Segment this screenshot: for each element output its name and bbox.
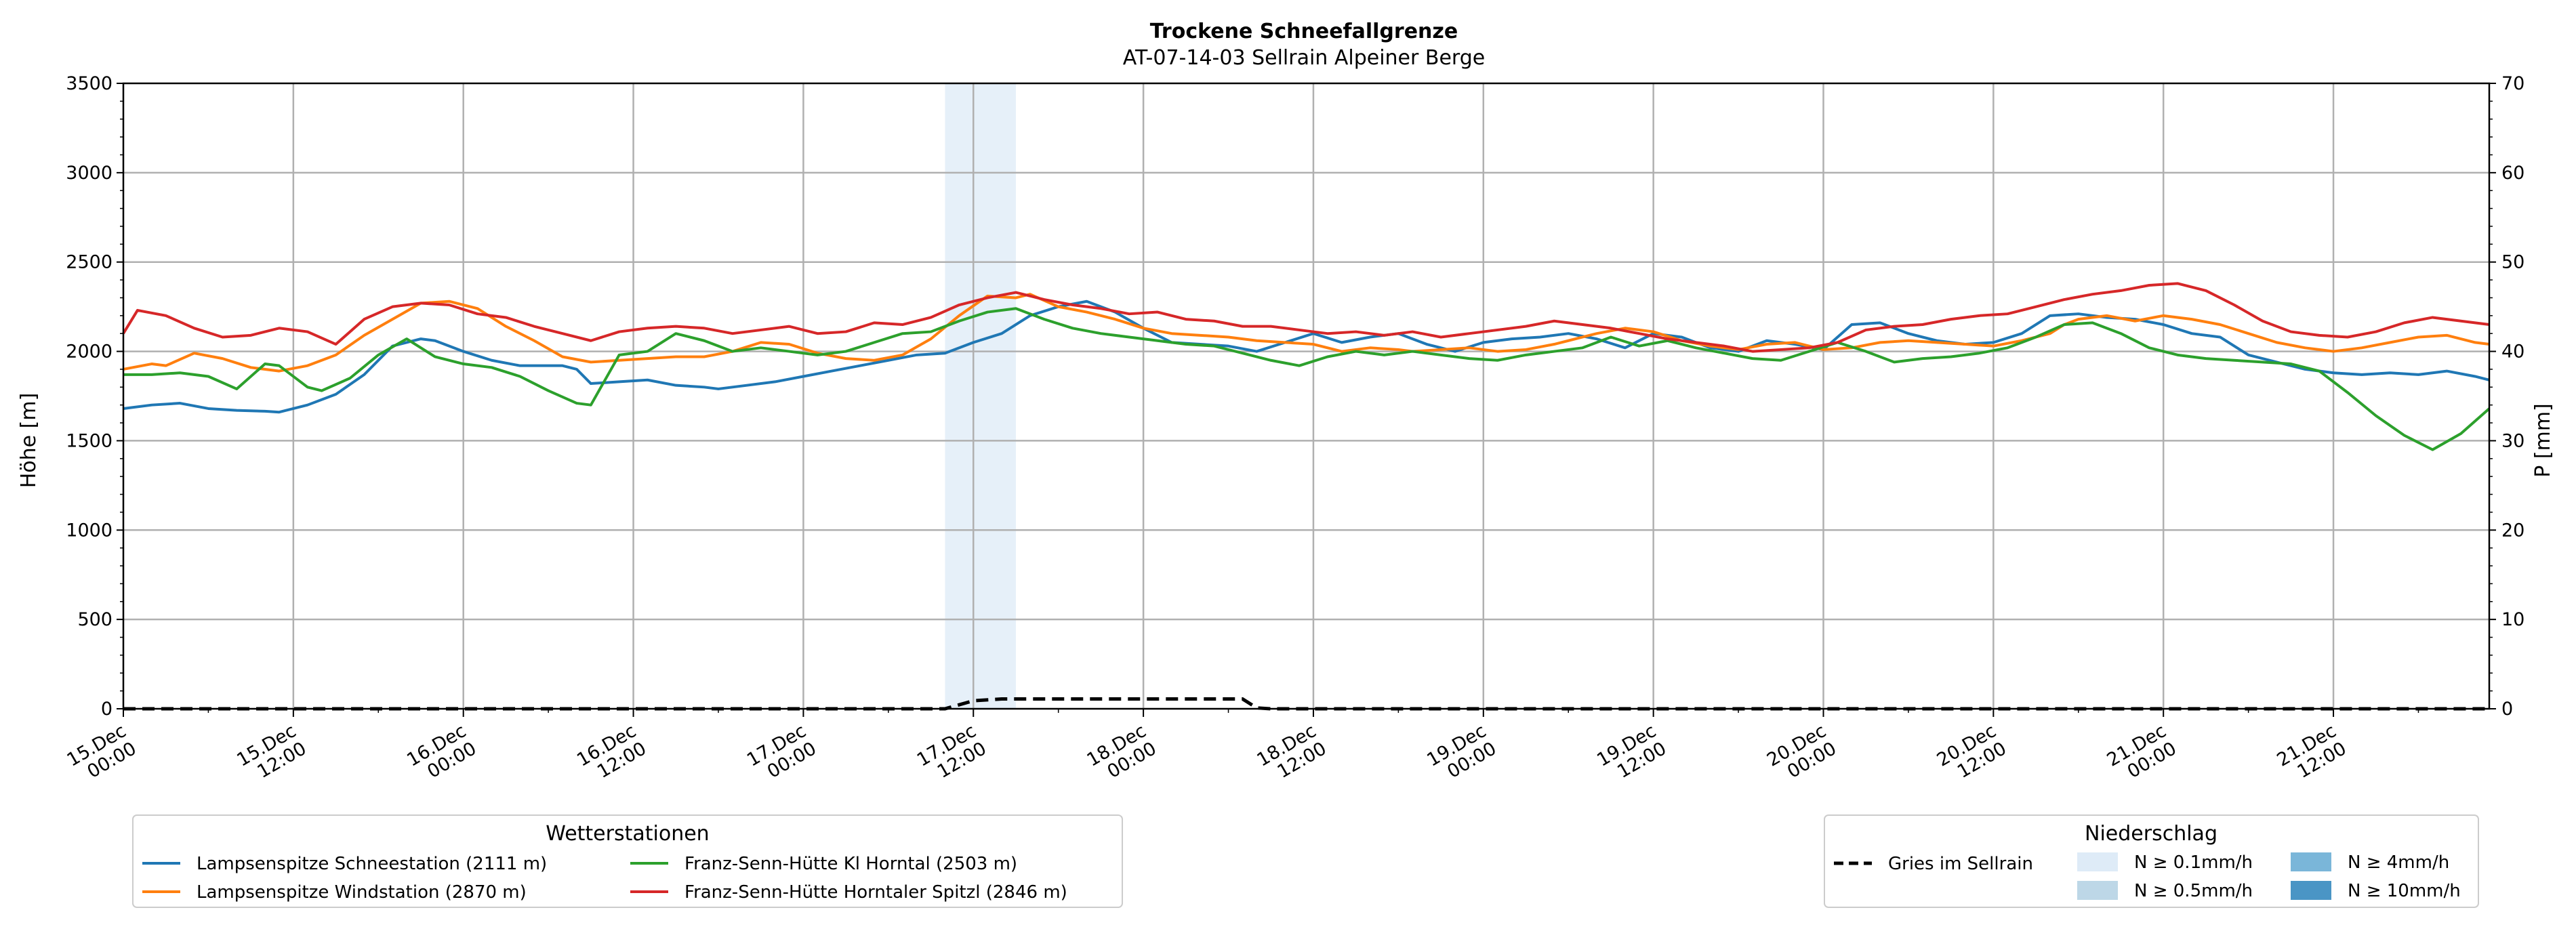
y2-tick-label: 70 [2501, 73, 2524, 94]
precip-legend-line-label: Gries im Sellrain [1888, 854, 2033, 874]
grid-layer [123, 83, 2489, 709]
precip-legend-label: N ≥ 0.5mm/h [2134, 881, 2253, 901]
y-tick-label: 2500 [66, 252, 113, 273]
precip-legend-label: N ≥ 10mm/h [2348, 881, 2461, 901]
y2-tick-label: 60 [2501, 163, 2524, 184]
y2-tick-label: 0 [2501, 699, 2513, 720]
chart-subtitle: AT-07-14-03 Sellrain Alpeiner Berge [1123, 46, 1485, 70]
series-layer [122, 282, 2491, 451]
precip-legend-label: N ≥ 0.1mm/h [2134, 852, 2253, 873]
station-legend-label: Lampsenspitze Schneestation (2111 m) [197, 854, 547, 874]
y2-axis-label: P [mm] [2531, 403, 2555, 477]
station-legend-label: Lampsenspitze Windstation (2870 m) [197, 882, 527, 903]
y-tick-label: 2000 [66, 342, 113, 363]
y2-tick-label: 20 [2501, 520, 2524, 541]
reference-line [123, 697, 2489, 711]
y-tick-label: 0 [101, 699, 113, 720]
reference-line-layer [123, 697, 2489, 711]
precip-legend-label: N ≥ 4mm/h [2348, 852, 2449, 873]
y2-tick-label: 50 [2501, 252, 2524, 273]
chart-title: Trockene Schneefallgrenze [1150, 20, 1458, 43]
station-legend-label: Franz-Senn-Hütte Horntaler Spitzl (2846 … [684, 882, 1067, 903]
y-tick-label: 500 [77, 609, 113, 630]
precip-legend-swatch [2077, 852, 2118, 871]
y-tick-label: 1000 [66, 520, 113, 541]
precip-highlight-layer [945, 83, 1016, 709]
series-line [123, 293, 2490, 373]
y-tick-label: 3500 [66, 73, 113, 94]
y2-tick-label: 40 [2501, 342, 2524, 363]
precip-band [945, 83, 1016, 709]
series-line [122, 282, 2490, 353]
series-line [123, 300, 2490, 414]
precip-legend-swatch [2291, 852, 2331, 871]
y-tick-label: 3000 [66, 163, 113, 184]
y2-tick-label: 10 [2501, 609, 2524, 630]
precip-legend-swatch [2077, 881, 2118, 900]
y-axis-label: Höhe [m] [17, 393, 41, 489]
precip-legend-title: Niederschlag [2085, 822, 2217, 846]
y-tick-label: 1500 [66, 430, 113, 451]
plot-frame [122, 82, 2491, 710]
station-legend-label: Franz-Senn-Hütte Kl Horntal (2503 m) [684, 854, 1017, 874]
axis-layer: 0 500 1000 1500 2000 2500 3000 3500 0 10 20 30 40 50 6… [64, 73, 2525, 783]
station-legend-frame [132, 814, 1123, 908]
precip-legend: Niederschlag Gries im Sellrain N ≥ 0.1mm/… [1824, 814, 2479, 908]
precip-legend-swatch [2291, 881, 2331, 900]
y2-tick-label: 30 [2501, 430, 2524, 451]
station-legend-title: Wetterstationen [546, 822, 709, 846]
station-legend: Wetterstationen Lampsenspitze Schneestat… [132, 814, 1123, 908]
series-line [123, 307, 2491, 451]
